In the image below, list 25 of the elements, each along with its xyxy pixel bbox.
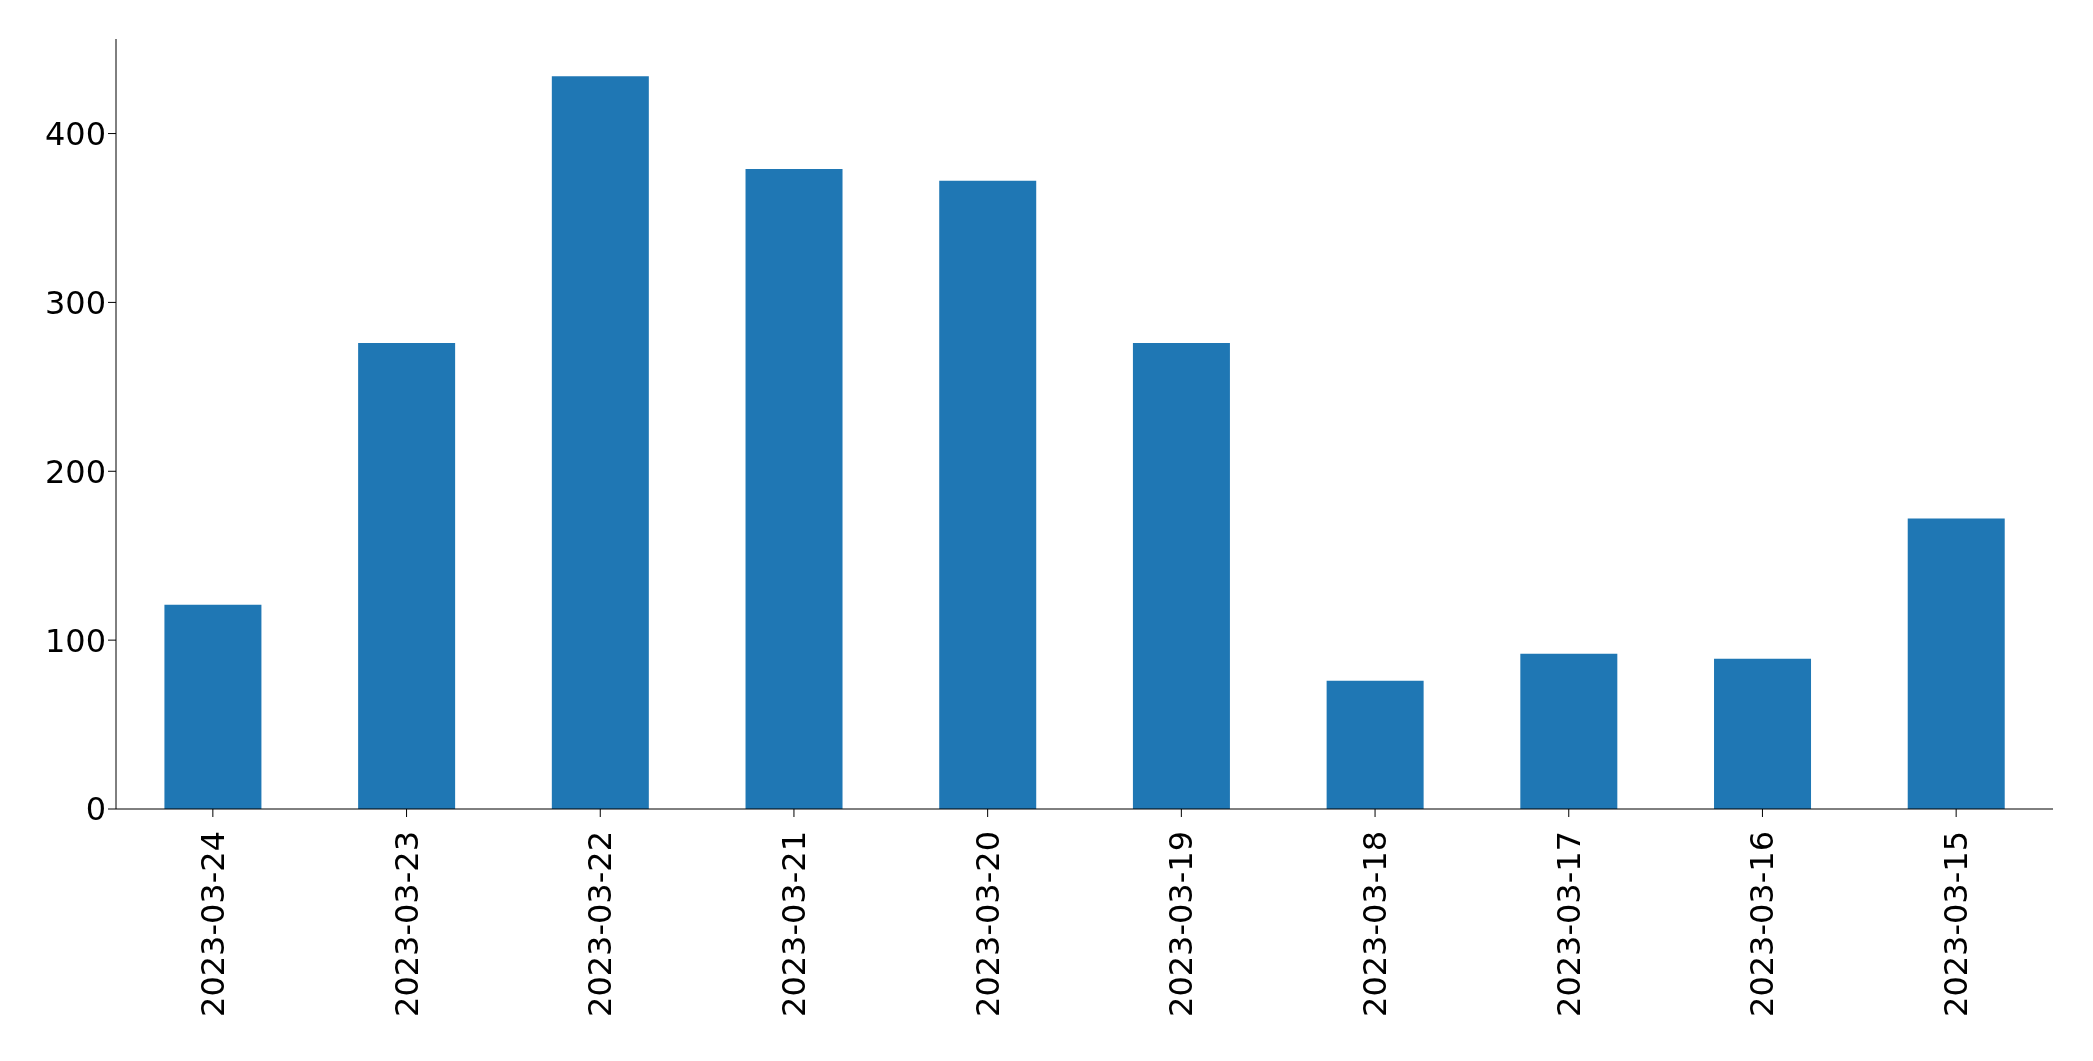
x-tick-label: 2023-03-22 [581,831,620,1017]
bar [939,180,1037,809]
x-tick-label: 2023-03-17 [1549,831,1588,1017]
x-tick-label: 2023-03-23 [387,831,426,1017]
x-tick-label: 2023-03-21 [774,831,813,1017]
x-tick-label: 2023-03-18 [1356,831,1395,1017]
bar [358,342,456,809]
bar [1132,342,1230,809]
y-tick-label: 100 [44,621,106,660]
bar [1326,680,1424,809]
y-tick-label: 300 [44,283,106,322]
bar [551,76,649,809]
x-tick-label: 2023-03-20 [968,831,1007,1017]
y-tick-label: 0 [85,790,106,829]
x-tick-label: 2023-03-24 [193,831,232,1017]
y-tick-label: 200 [44,452,106,491]
x-tick-label: 2023-03-19 [1162,831,1201,1017]
bar [1907,518,2005,809]
x-tick-label: 2023-03-16 [1743,831,1782,1017]
y-tick-label: 400 [44,114,106,153]
bar [1520,653,1618,809]
bar [1714,658,1812,809]
bar [745,169,843,809]
x-tick-label: 2023-03-15 [1937,831,1976,1017]
bar [164,604,262,809]
